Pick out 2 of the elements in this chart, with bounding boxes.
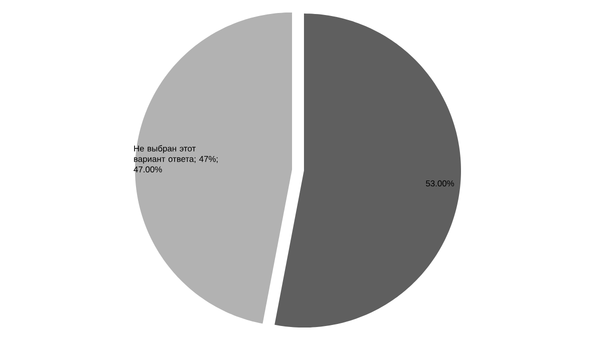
data-label: 53.00% — [426, 180, 454, 186]
data-label: Не выбран этот вариант ответа; 47%; 47.00% — [134, 145, 218, 172]
